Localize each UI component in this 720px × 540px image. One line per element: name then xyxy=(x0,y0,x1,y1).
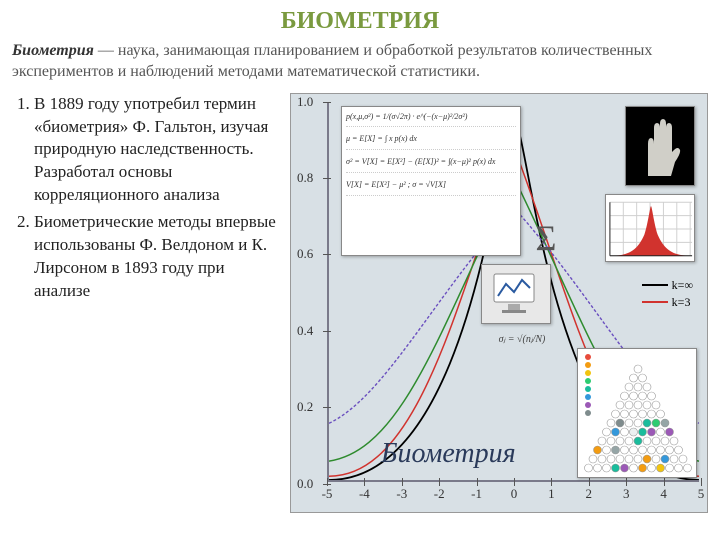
bell-svg xyxy=(608,197,694,261)
legend-label: k=3 xyxy=(672,295,691,310)
monitor-icon xyxy=(488,270,544,318)
triangle-svg xyxy=(580,351,696,477)
chart: 0.0 0.2 0.4 0.6 0.8 1.0 -5 -4 -3 -2 -1 0 1 2 3 4 5 Биом… xyxy=(290,93,708,513)
y-tick-label: 0.2 xyxy=(297,399,313,415)
y-tick-label: 0.8 xyxy=(297,170,313,186)
text-column: В 1889 году употребил термин «биометрия»… xyxy=(12,93,282,513)
definition-text: Биометрия — наука, занимающая планирован… xyxy=(12,41,708,83)
inset-formulas: p(x,μ,σ²) = 1/(σ√2π) · e^(−(x−μ)²/2σ²) μ… xyxy=(341,106,521,256)
slide: БИОМЕТРИЯ Биометрия — наука, занимающая … xyxy=(0,0,720,540)
formula: V[X] = E[X²] − μ² ; σ = √V[X] xyxy=(346,179,516,196)
definition-term: Биометрия xyxy=(12,42,94,59)
formula: σ² = V[X] = E[X²] − (E[X])² = ∫(x−μ)² p(… xyxy=(346,156,516,173)
y-tick-label: 0.6 xyxy=(297,246,313,262)
x-tick-label: -3 xyxy=(396,486,407,502)
inset-monitor xyxy=(481,264,551,324)
y-tick-label: 0.4 xyxy=(297,323,313,339)
x-tick-label: 1 xyxy=(548,486,555,502)
content-row: В 1889 году употребил термин «биометрия»… xyxy=(12,93,708,513)
figure-column: 0.0 0.2 0.4 0.6 0.8 1.0 -5 -4 -3 -2 -1 0 1 2 3 4 5 Биом… xyxy=(290,93,708,513)
x-tick-label: 5 xyxy=(698,486,705,502)
list-item: В 1889 году употребил термин «биометрия»… xyxy=(34,93,282,208)
legend-label: k=∞ xyxy=(672,278,693,293)
list-item: Биометрические методы впервые использова… xyxy=(34,211,282,303)
inset-hand-scan xyxy=(625,106,695,186)
legend-row: k=3 xyxy=(642,295,693,310)
chart-label: Биометрия xyxy=(381,438,516,470)
slide-title: БИОМЕТРИЯ xyxy=(12,8,708,35)
x-tick-label: 2 xyxy=(586,486,593,502)
legend-swatch xyxy=(642,284,668,286)
ordered-list: В 1889 году употребил термин «биометрия»… xyxy=(12,93,282,303)
formula: μ = E[X] = ∫ x p(x) dx xyxy=(346,133,516,150)
x-tick-label: 0 xyxy=(511,486,518,502)
y-tick-label: 0.0 xyxy=(297,476,313,492)
sigma-icon: Σ xyxy=(521,214,571,262)
legend-swatch xyxy=(642,301,668,303)
x-tick-label: 3 xyxy=(623,486,630,502)
definition-rest: — наука, занимающая планированием и обра… xyxy=(12,42,652,80)
hand-icon xyxy=(635,114,685,178)
x-tick-label: -2 xyxy=(434,486,445,502)
x-tick-label: -4 xyxy=(359,486,370,502)
inset-bell-curve xyxy=(605,194,695,262)
formula: p(x,μ,σ²) = 1/(σ√2π) · e^(−(x−μ)²/2σ²) xyxy=(346,111,516,128)
x-tick-label: -5 xyxy=(322,486,333,502)
x-tick-label: -1 xyxy=(471,486,482,502)
inset-sigma-formula: σⱼ = √(nⱼ/N) xyxy=(477,326,567,354)
legend: k=∞ k=3 xyxy=(642,278,693,312)
y-tick-label: 1.0 xyxy=(297,94,313,110)
inset-triangle-chart xyxy=(577,348,697,478)
x-tick-label: 4 xyxy=(660,486,667,502)
legend-row: k=∞ xyxy=(642,278,693,293)
